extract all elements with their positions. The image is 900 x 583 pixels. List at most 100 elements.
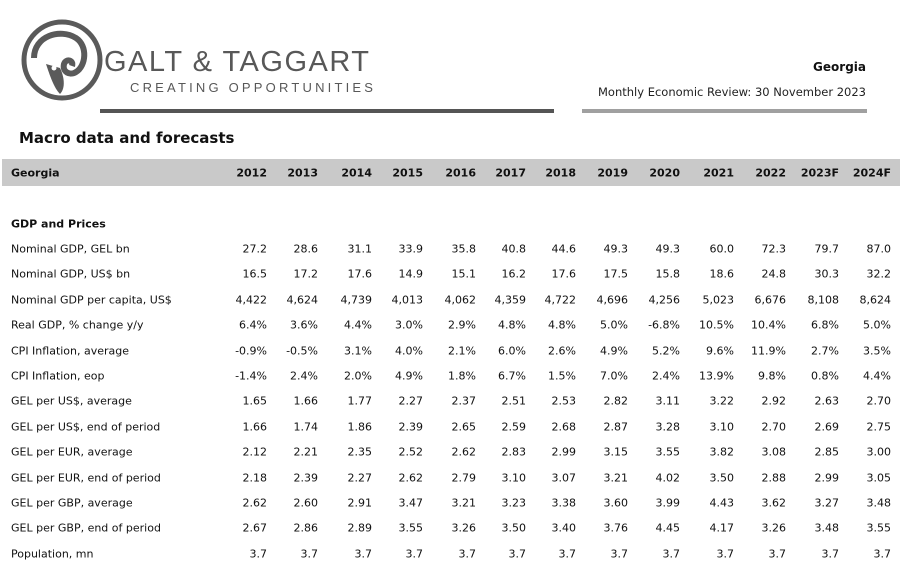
column-header: 2017 [495, 166, 526, 180]
table-value: 3.27 [814, 496, 840, 510]
table-value: 2.62 [398, 471, 424, 485]
table-value: 3.0% [395, 318, 423, 332]
table-value: 15.8 [655, 267, 681, 281]
table-value: 2.70 [866, 394, 892, 408]
table-value: 3.00 [866, 445, 892, 459]
table-value: 6,676 [754, 293, 787, 307]
table-value: 2.70 [761, 420, 787, 434]
table-value: 18.6 [709, 267, 735, 281]
table-value: 1.74 [293, 420, 319, 434]
table-value: 3.1% [344, 344, 372, 358]
table-value: 2.1% [448, 344, 476, 358]
table-value: 1.77 [347, 394, 373, 408]
table-value: 2.21 [293, 445, 319, 459]
table-value: 5.0% [863, 318, 891, 332]
table-value: 2.27 [347, 471, 373, 485]
table-value: 2.6% [548, 344, 576, 358]
table-value: 2.85 [814, 445, 840, 459]
table-value: 4.17 [709, 521, 735, 535]
table-value: 2.39 [293, 471, 319, 485]
table-value: 6.7% [498, 369, 526, 383]
table-value: 2.99 [551, 445, 577, 459]
table-value: 4.4% [344, 318, 372, 332]
table-value: 3.99 [655, 496, 681, 510]
table-value: 2.4% [290, 369, 318, 383]
table-value: 40.8 [501, 242, 527, 256]
table-value: 2.7% [811, 344, 839, 358]
table-value: 3.28 [655, 420, 681, 434]
row-label: GEL per EUR, end of period [11, 471, 161, 485]
column-header: 2019 [597, 166, 628, 180]
table-value: 2.99 [814, 471, 840, 485]
table-value: 2.52 [398, 445, 424, 459]
table-value: 7.0% [600, 369, 628, 383]
table-value: 3.7 [821, 547, 840, 561]
row-label: Nominal GDP, GEL bn [11, 242, 130, 256]
report-title: Monthly Economic Review: 30 November 202… [598, 85, 866, 99]
row-label: Population, mn [11, 547, 94, 561]
table-value: 30.3 [814, 267, 840, 281]
table-value: 2.59 [501, 420, 527, 434]
table-value: 2.37 [451, 394, 477, 408]
row-label: Real GDP, % change y/y [11, 318, 144, 332]
header-bar [2, 159, 900, 186]
table-value: 11.9% [751, 344, 786, 358]
table-value: 17.6 [347, 267, 373, 281]
table-value: 3.21 [603, 471, 629, 485]
table-value: 44.6 [551, 242, 577, 256]
table-value: 8,624 [859, 293, 892, 307]
table-value: 0.8% [811, 369, 839, 383]
table-value: 3.7 [405, 547, 424, 561]
rule [582, 109, 867, 113]
table-value: 3.21 [451, 496, 477, 510]
table-value: 2.0% [344, 369, 372, 383]
table-value: 4.43 [709, 496, 735, 510]
table-value: 2.18 [242, 471, 268, 485]
table-value: 2.69 [814, 420, 840, 434]
table-value: 4.8% [498, 318, 526, 332]
row-label: CPI Inflation, average [11, 344, 130, 358]
table-value: 1.5% [548, 369, 576, 383]
table-value: 4,739 [340, 293, 373, 307]
table-value: 2.39 [398, 420, 424, 434]
table-value: 17.5 [603, 267, 629, 281]
table-value: 2.4% [652, 369, 680, 383]
table-value: 10.5% [699, 318, 734, 332]
table-value: 3.11 [655, 394, 681, 408]
table-value: 2.87 [603, 420, 629, 434]
table-value: 32.2 [866, 267, 892, 281]
table-value: 3.10 [501, 471, 527, 485]
table-value: 2.86 [293, 521, 319, 535]
table-value: 3.26 [451, 521, 477, 535]
table-value: 5,023 [702, 293, 735, 307]
column-header: 2024F [852, 166, 891, 180]
table-value: 2.35 [347, 445, 373, 459]
table-value: 4,696 [596, 293, 629, 307]
table-value: 10.4% [751, 318, 786, 332]
table-value: -6.8% [648, 318, 680, 332]
column-header: 2012 [236, 166, 267, 180]
table-value: 4.9% [600, 344, 628, 358]
table-value: 35.8 [451, 242, 477, 256]
table-value: 87.0 [866, 242, 892, 256]
table-value: 72.3 [761, 242, 787, 256]
table-value: 2.88 [761, 471, 787, 485]
table-value: 5.2% [652, 344, 680, 358]
column-header: 2020 [649, 166, 680, 180]
table-value: 1.8% [448, 369, 476, 383]
table-value: 3.7 [458, 547, 477, 561]
table-value: 79.7 [814, 242, 840, 256]
table-value: 2.9% [448, 318, 476, 332]
table-value: 6.8% [811, 318, 839, 332]
row-label: CPI Inflation, eop [11, 369, 105, 383]
column-header: 2016 [445, 166, 476, 180]
table-value: 4.02 [655, 471, 681, 485]
table-value: 3.40 [551, 521, 577, 535]
table-value: 16.2 [501, 267, 527, 281]
table-value: 2.62 [242, 496, 268, 510]
table-value: 33.9 [398, 242, 424, 256]
table-value: 3.26 [761, 521, 787, 535]
table-value: 1.86 [347, 420, 373, 434]
table-value: 2.60 [293, 496, 319, 510]
